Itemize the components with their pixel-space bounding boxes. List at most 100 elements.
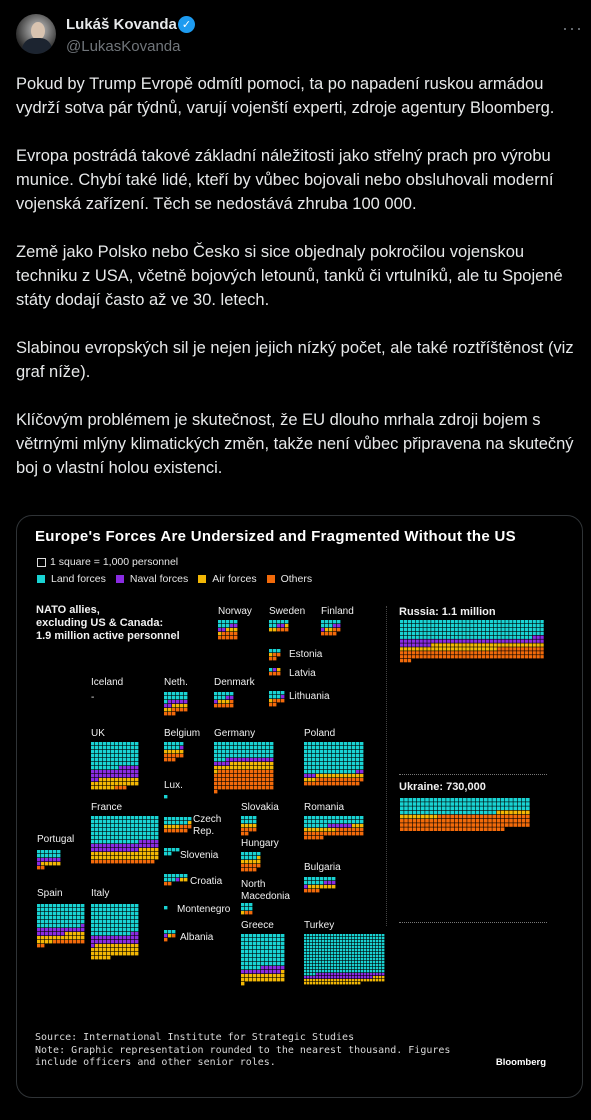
waffle-square [423, 647, 427, 651]
waffle-square [364, 946, 367, 949]
waffle-square [382, 961, 385, 964]
waffle-square [313, 979, 316, 982]
waffle-square [308, 778, 312, 782]
waffle-square [49, 928, 53, 932]
waffle-square [505, 623, 509, 628]
waffle-square [95, 856, 99, 860]
waffle-square [127, 758, 131, 762]
waffle-square [214, 786, 218, 790]
waffle-square [107, 844, 111, 848]
waffle-square [334, 946, 337, 949]
waffle-square [41, 924, 45, 928]
waffle-square [123, 782, 127, 786]
waffle-square [488, 819, 492, 823]
waffle-square [429, 823, 433, 827]
waffle-square [485, 655, 490, 659]
waffle-square [340, 982, 343, 985]
waffle-square [334, 970, 337, 973]
more-options-icon[interactable]: ··· [562, 18, 583, 38]
waffle-square [367, 946, 370, 949]
waffle-square [155, 836, 159, 840]
waffle-norway [218, 620, 238, 640]
waffle-square [517, 620, 521, 624]
waffle-square [361, 958, 364, 961]
waffle-square [281, 962, 285, 966]
waffle-square [316, 778, 320, 782]
waffle-square [497, 651, 501, 655]
waffle-square [458, 627, 462, 632]
waffle-square [37, 924, 41, 928]
waffle-square [61, 928, 65, 932]
waffle-square [319, 979, 322, 982]
author-name[interactable]: Lukáš Kovanda [66, 16, 177, 33]
waffle-square [107, 936, 111, 940]
waffle-square [304, 958, 307, 961]
waffle-square [356, 778, 360, 782]
waffle-square [332, 881, 336, 885]
waffle-square [273, 657, 277, 661]
waffle-square [250, 774, 254, 778]
waffle-square [412, 810, 417, 815]
waffle-square [367, 940, 370, 943]
waffle-square [376, 940, 379, 943]
waffle-square [119, 766, 123, 770]
waffle-square [139, 848, 143, 852]
waffle-square [340, 949, 343, 952]
waffle-square [103, 762, 107, 766]
waffle-square [376, 955, 379, 958]
waffle-square [135, 936, 139, 940]
waffle-square [168, 852, 172, 856]
waffle-square [103, 766, 107, 770]
waffle-square [184, 704, 188, 708]
waffle-square [131, 852, 135, 856]
waffle-square [360, 820, 364, 824]
waffle-square [111, 774, 115, 778]
waffle-square [352, 958, 355, 961]
waffle-square [143, 848, 147, 852]
waffle-square [505, 819, 509, 823]
waffle-square [328, 828, 332, 832]
waffle-square [433, 802, 438, 806]
waffle-square [180, 829, 184, 833]
waffle-square [454, 655, 458, 659]
country-label: North Macedonia [241, 879, 290, 902]
chart-image[interactable]: Europe's Forces Are Undersized and Fragm… [16, 515, 583, 1098]
waffle-square [505, 810, 509, 815]
waffle-square [462, 639, 466, 643]
waffle-square [123, 828, 127, 832]
waffle-square [364, 952, 367, 955]
waffle-square [505, 647, 509, 651]
avatar[interactable] [16, 14, 56, 54]
waffle-square [320, 770, 324, 774]
waffle-square [107, 766, 111, 770]
waffle-square [332, 746, 336, 750]
waffle-square [253, 864, 257, 868]
waffle-square [497, 647, 501, 651]
author-handle[interactable]: @LukasKovanda [66, 38, 181, 55]
waffle-square [250, 770, 254, 774]
waffle-square [439, 620, 443, 624]
waffle-square [107, 908, 111, 912]
waffle-square [439, 643, 443, 647]
waffle-square [65, 932, 69, 936]
waffle-square [261, 970, 265, 974]
waffle-square [115, 924, 119, 928]
waffle-square [270, 742, 274, 746]
waffle-square [364, 979, 367, 982]
waffle-square [310, 979, 313, 982]
waffle-square [277, 958, 281, 962]
waffle-square [367, 973, 370, 976]
waffle-square [73, 908, 77, 912]
waffle-square [517, 635, 521, 639]
waffle-square [151, 856, 155, 860]
waffle-square [168, 758, 172, 762]
waffle-square [328, 967, 331, 970]
waffle-square [257, 946, 261, 950]
waffle-square [348, 820, 352, 824]
waffle-square [123, 750, 127, 754]
waffle-square [103, 924, 107, 928]
waffle-square [214, 750, 218, 754]
waffle-square [95, 912, 99, 916]
waffle-square [139, 860, 143, 864]
waffle-square [262, 782, 266, 786]
